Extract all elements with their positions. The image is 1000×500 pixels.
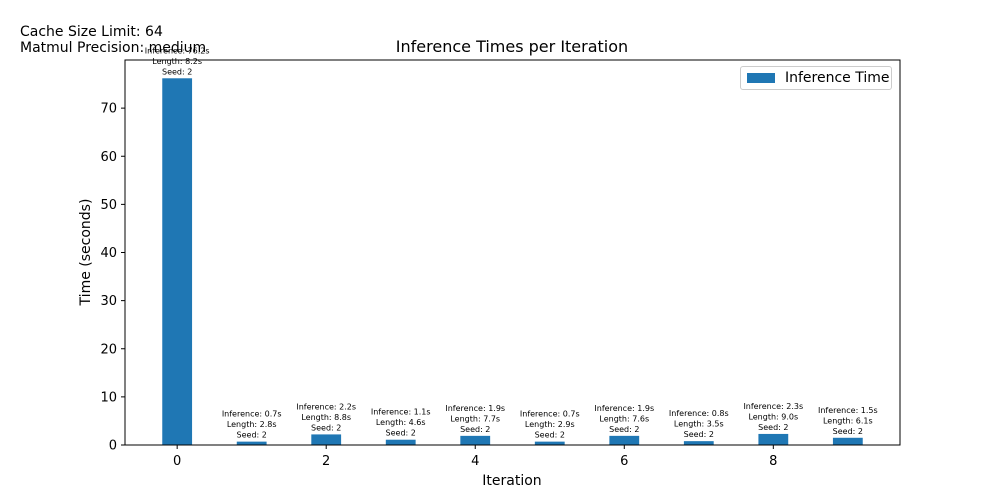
data-label: Seed: 2 bbox=[311, 423, 341, 432]
x-tick-label: 4 bbox=[471, 454, 479, 469]
data-label: Length: 7.6s bbox=[599, 414, 649, 423]
data-label: Inference: 1.1s bbox=[371, 408, 431, 417]
y-tick-label: 40 bbox=[100, 246, 117, 261]
bar bbox=[832, 437, 863, 445]
data-label: Length: 9.0s bbox=[748, 412, 798, 421]
data-label: Inference: 1.9s bbox=[445, 404, 505, 413]
bar bbox=[534, 441, 565, 445]
data-label: Seed: 2 bbox=[758, 423, 788, 432]
data-label: Length: 2.9s bbox=[525, 420, 575, 429]
matmul-precision-note: Matmul Precision: medium bbox=[20, 40, 207, 56]
data-label: Inference: 0.8s bbox=[669, 409, 729, 418]
data-label: Seed: 2 bbox=[684, 430, 714, 439]
bar bbox=[236, 441, 267, 445]
data-label: Length: 6.1s bbox=[823, 416, 873, 425]
data-label: Length: 4.6s bbox=[376, 418, 426, 427]
data-label: Inference: 2.2s bbox=[296, 402, 356, 411]
data-label: Inference: 0.7s bbox=[222, 410, 282, 419]
x-tick-label: 6 bbox=[620, 454, 628, 469]
bar bbox=[609, 435, 640, 445]
y-tick-label: 60 bbox=[100, 150, 117, 165]
bar bbox=[460, 435, 491, 445]
bar bbox=[311, 434, 342, 445]
y-tick-label: 50 bbox=[100, 198, 117, 213]
data-label: Length: 2.8s bbox=[227, 420, 277, 429]
bar bbox=[162, 78, 193, 445]
data-label: Seed: 2 bbox=[833, 427, 863, 436]
data-label: Length: 7.7s bbox=[450, 414, 500, 423]
legend-swatch bbox=[747, 73, 775, 83]
x-tick-label: 8 bbox=[769, 454, 777, 469]
data-label: Inference: 2.3s bbox=[743, 402, 803, 411]
data-label: Seed: 2 bbox=[237, 431, 267, 440]
y-tick-label: 30 bbox=[100, 294, 117, 309]
y-tick-label: 10 bbox=[100, 390, 117, 405]
y-tick-label: 20 bbox=[100, 342, 117, 357]
data-label: Seed: 2 bbox=[386, 429, 416, 438]
data-label: Seed: 2 bbox=[162, 67, 192, 76]
y-tick-label: 0 bbox=[109, 439, 117, 454]
bar bbox=[385, 439, 416, 445]
data-label: Inference: 1.9s bbox=[594, 404, 654, 413]
data-label: Seed: 2 bbox=[460, 425, 490, 434]
data-label: Length: 3.5s bbox=[674, 420, 724, 429]
plot-frame bbox=[124, 59, 901, 446]
data-label: Seed: 2 bbox=[609, 425, 639, 434]
x-tick-label: 2 bbox=[322, 454, 330, 469]
y-axis-label: Time (seconds) bbox=[78, 199, 94, 307]
legend-label: Inference Time bbox=[785, 70, 890, 86]
data-label: Inference: 0.7s bbox=[520, 410, 580, 419]
data-label: Inference: 1.5s bbox=[818, 406, 878, 415]
chart-title: Inference Times per Iteration bbox=[396, 37, 628, 56]
legend: Inference Time bbox=[740, 66, 892, 90]
x-axis-label: Iteration bbox=[482, 473, 541, 489]
data-label: Length: 8.8s bbox=[301, 413, 351, 422]
data-label: Seed: 2 bbox=[535, 431, 565, 440]
data-label: Length: 8.2s bbox=[152, 57, 202, 66]
x-tick-label: 0 bbox=[173, 454, 181, 469]
bar bbox=[683, 441, 714, 445]
data-label: Inference: 76.2s bbox=[145, 46, 210, 55]
cache-size-note: Cache Size Limit: 64 bbox=[20, 24, 163, 40]
bar bbox=[758, 433, 789, 445]
y-tick-label: 70 bbox=[100, 102, 117, 117]
